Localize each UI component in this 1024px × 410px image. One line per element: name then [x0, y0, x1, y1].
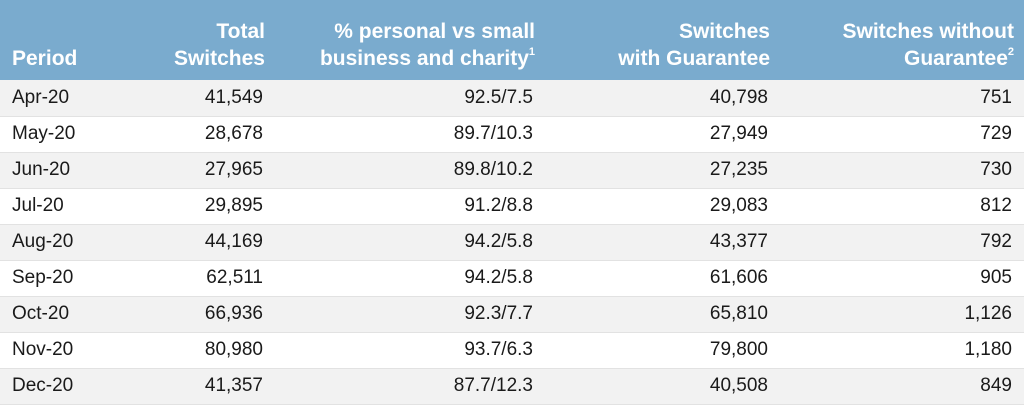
cell-switches-without-guarantee: 849 — [780, 368, 1024, 405]
header-total-line1: Total — [216, 20, 265, 43]
cell-switches-without-guarantee: 1,180 — [780, 332, 1024, 369]
header-personal-vs-business: % personal vs small business and charity… — [275, 0, 545, 80]
cell-personal-vs-business: 93.7/6.3 — [275, 332, 545, 369]
cell-switches-with-guarantee: 27,949 — [545, 116, 780, 153]
cell-personal-vs-business: 94.2/5.8 — [275, 260, 545, 297]
header-personal-line1: % personal vs small — [334, 20, 535, 43]
cell-switches-with-guarantee: 79,800 — [545, 332, 780, 369]
cell-personal-vs-business: 92.3/7.7 — [275, 296, 545, 333]
cell-total-switches: 66,936 — [150, 296, 275, 333]
cell-period: Oct-20 — [0, 296, 150, 333]
table-row: Nov-20 80,980 93.7/6.3 79,800 1,180 — [0, 332, 1024, 369]
cell-switches-with-guarantee: 43,377 — [545, 224, 780, 261]
header-total-line2: Switches — [173, 47, 265, 70]
cell-period: Jul-20 — [0, 188, 150, 225]
cell-total-switches: 62,511 — [150, 260, 275, 297]
cell-switches-with-guarantee: 65,810 — [545, 296, 780, 333]
cell-period: Dec-20 — [0, 368, 150, 405]
cell-switches-without-guarantee: 905 — [780, 260, 1024, 297]
cell-personal-vs-business: 89.7/10.3 — [275, 116, 545, 153]
header-without-line1: Switches without — [842, 20, 1014, 43]
header-switches-with-guarantee: Switches with Guarantee — [545, 0, 780, 80]
cell-personal-vs-business: 89.8/10.2 — [275, 152, 545, 189]
cell-switches-without-guarantee: 730 — [780, 152, 1024, 189]
cell-period: Sep-20 — [0, 260, 150, 297]
header-period-label: Period — [12, 47, 78, 70]
cell-personal-vs-business: 91.2/8.8 — [275, 188, 545, 225]
header-period: Period — [0, 0, 150, 80]
header-total-switches: Total Switches — [150, 0, 275, 80]
cell-period: Apr-20 — [0, 80, 150, 117]
header-without-line2: Guarantee — [904, 47, 1008, 70]
cell-personal-vs-business: 94.2/5.8 — [275, 224, 545, 261]
table-header: Period Total Switches % personal vs smal… — [0, 0, 1024, 80]
cell-period: Nov-20 — [0, 332, 150, 369]
table-body: Apr-20 41,549 92.5/7.5 40,798 751 May-20… — [0, 80, 1024, 405]
cell-total-switches: 41,357 — [150, 368, 275, 405]
cell-total-switches: 27,965 — [150, 152, 275, 189]
cell-period: Aug-20 — [0, 224, 150, 261]
cell-switches-without-guarantee: 1,126 — [780, 296, 1024, 333]
cell-switches-without-guarantee: 812 — [780, 188, 1024, 225]
cell-total-switches: 80,980 — [150, 332, 275, 369]
cell-switches-without-guarantee: 729 — [780, 116, 1024, 153]
header-switches-without-guarantee: Switches without Guarantee2 — [780, 0, 1024, 80]
footnote-marker-2: 2 — [1007, 46, 1014, 58]
table-row: Apr-20 41,549 92.5/7.5 40,798 751 — [0, 80, 1024, 117]
cell-period: May-20 — [0, 116, 150, 153]
cell-switches-with-guarantee: 29,083 — [545, 188, 780, 225]
cell-switches-with-guarantee: 40,798 — [545, 80, 780, 117]
cell-total-switches: 28,678 — [150, 116, 275, 153]
table-row: Dec-20 41,357 87.7/12.3 40,508 849 — [0, 368, 1024, 405]
cell-switches-with-guarantee: 40,508 — [545, 368, 780, 405]
cell-personal-vs-business: 92.5/7.5 — [275, 80, 545, 117]
table-row: Aug-20 44,169 94.2/5.8 43,377 792 — [0, 224, 1024, 261]
cell-total-switches: 29,895 — [150, 188, 275, 225]
header-with-line1: Switches — [678, 20, 770, 43]
table-row: May-20 28,678 89.7/10.3 27,949 729 — [0, 116, 1024, 153]
cell-personal-vs-business: 87.7/12.3 — [275, 368, 545, 405]
table-row: Jul-20 29,895 91.2/8.8 29,083 812 — [0, 188, 1024, 225]
cell-switches-without-guarantee: 792 — [780, 224, 1024, 261]
cell-period: Jun-20 — [0, 152, 150, 189]
cell-switches-without-guarantee: 751 — [780, 80, 1024, 117]
header-personal-line2: business and charity — [319, 47, 529, 70]
table-row: Oct-20 66,936 92.3/7.7 65,810 1,126 — [0, 296, 1024, 333]
cell-total-switches: 41,549 — [150, 80, 275, 117]
cell-switches-with-guarantee: 27,235 — [545, 152, 780, 189]
footnote-marker-1: 1 — [528, 46, 535, 58]
cell-total-switches: 44,169 — [150, 224, 275, 261]
cell-switches-with-guarantee: 61,606 — [545, 260, 780, 297]
table-row: Jun-20 27,965 89.8/10.2 27,235 730 — [0, 152, 1024, 189]
header-with-line2: with Guarantee — [618, 47, 770, 70]
header-row: Period Total Switches % personal vs smal… — [0, 0, 1024, 80]
table-row: Sep-20 62,511 94.2/5.8 61,606 905 — [0, 260, 1024, 297]
